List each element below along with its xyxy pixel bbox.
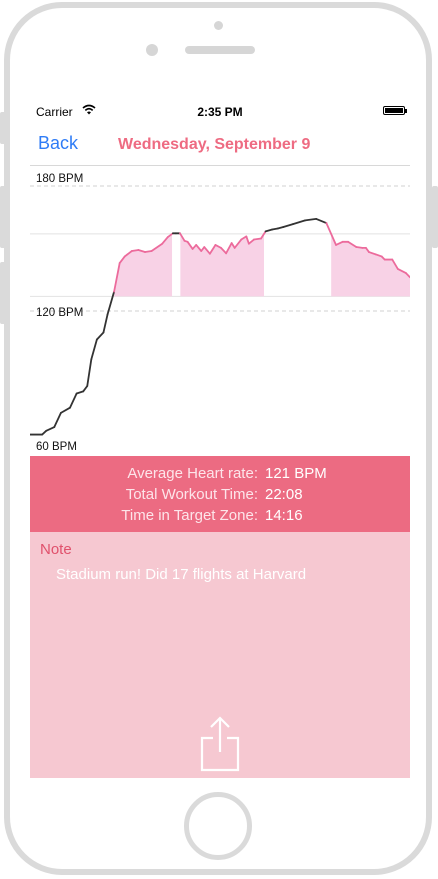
heart-rate-segment	[220, 246, 227, 255]
heart-rate-segment	[75, 390, 85, 395]
earpiece-speaker	[185, 46, 255, 54]
heart-rate-segment	[186, 240, 194, 250]
heart-rate-segment	[240, 235, 248, 241]
note-title: Note	[40, 541, 72, 558]
heart-rate-segment	[150, 242, 164, 252]
heart-rate-segment	[335, 240, 344, 246]
stat-value: 121 BPM	[265, 465, 327, 482]
carrier-label: Carrier	[36, 105, 73, 119]
heart-rate-segment	[82, 385, 89, 393]
heart-rate-chart: 180 BPM 120 BPM 60 BPM	[30, 166, 410, 456]
front-camera	[146, 44, 158, 56]
target-zone-fill	[331, 233, 410, 297]
heart-rate-segment	[260, 230, 267, 240]
page-title: Wednesday, September 9	[118, 136, 311, 153]
heart-rate-segment	[282, 223, 294, 228]
heart-rate-segment	[292, 219, 307, 226]
wifi-icon	[82, 104, 96, 118]
heart-rate-plot	[30, 185, 410, 436]
heart-rate-segment	[137, 249, 146, 253]
heart-rate-segment	[45, 426, 56, 432]
stat-value: 14:16	[265, 507, 303, 524]
heart-rate-segment	[374, 253, 383, 258]
heart-rate-segment	[271, 227, 279, 231]
y-tick-label-180: 180 BPM	[36, 173, 84, 185]
heart-rate-segment	[41, 429, 48, 436]
status-bar: Carrier 2:35 PM	[30, 100, 410, 122]
heart-rate-segment	[368, 251, 377, 256]
heart-rate-segment	[130, 249, 140, 252]
heart-rate-segment	[391, 258, 399, 270]
heart-rate-segment	[166, 232, 174, 238]
y-tick-label-120: 120 BPM	[36, 307, 84, 319]
target-zone-fill	[180, 233, 264, 297]
heart-rate-segment	[396, 268, 407, 274]
heart-rate-segment	[90, 338, 98, 361]
heart-rate-segment	[60, 406, 71, 414]
stat-value: 22:08	[265, 486, 303, 503]
note-section: Note Stadium run! Did 17 flights at Harv…	[30, 532, 410, 778]
heart-rate-segment	[276, 226, 285, 230]
mute-switch	[0, 112, 6, 144]
heart-rate-segment	[208, 244, 217, 255]
heart-rate-segment	[102, 313, 109, 334]
y-tick-label-60: 60 BPM	[36, 441, 77, 453]
stat-label: Total Workout Time:	[125, 486, 258, 503]
heart-rate-segment	[247, 238, 255, 245]
app-screen: Carrier 2:35 PM Back Wednesday, Septembe…	[30, 100, 410, 778]
heart-rate-segment	[113, 262, 121, 293]
heart-rate-segment	[355, 246, 364, 249]
back-button[interactable]: Back	[38, 133, 79, 153]
heart-rate-segment	[304, 218, 318, 222]
heart-rate-segment	[123, 250, 133, 258]
volume-down-button	[0, 262, 6, 324]
heart-rate-segment	[347, 240, 358, 248]
heart-rate-segment	[106, 290, 116, 316]
heart-rate-segment	[69, 392, 78, 409]
heart-rate-segment	[118, 255, 126, 264]
power-button	[432, 186, 438, 248]
stat-label: Average Heart rate:	[127, 465, 258, 482]
battery-icon	[383, 106, 407, 115]
heart-rate-segment	[144, 250, 153, 253]
heart-rate-segment	[245, 235, 250, 245]
home-button[interactable]	[184, 792, 252, 860]
stat-average-heart-rate: Average Heart rate: 121 BPM	[30, 465, 410, 485]
heart-rate-segment	[253, 237, 262, 241]
heart-rate-segment	[86, 358, 93, 387]
note-text[interactable]: Stadium run! Did 17 flights at Harvard	[56, 566, 307, 583]
target-zone-fill	[112, 233, 173, 297]
heart-rate-segment	[405, 272, 410, 279]
heart-rate-segment	[53, 411, 62, 428]
heart-rate-segment	[325, 222, 337, 246]
navigation-bar: Back Wednesday, September 9	[30, 122, 410, 166]
volume-up-button	[0, 186, 6, 248]
heart-rate-segment	[315, 218, 328, 224]
status-time: 2:35 PM	[197, 105, 243, 119]
front-sensor	[214, 21, 223, 30]
workout-stats-panel: Average Heart rate: 121 BPM Total Workou…	[30, 456, 410, 532]
heart-rate-segment	[264, 228, 274, 233]
heart-rate-segment	[225, 242, 233, 255]
heart-rate-segment	[203, 246, 211, 255]
heart-rate-segment	[214, 244, 222, 249]
heart-rate-segment	[95, 331, 105, 341]
share-icon[interactable]	[198, 714, 242, 778]
heart-rate-segment	[179, 232, 186, 242]
heart-rate-segment	[233, 238, 243, 249]
heart-rate-segment	[195, 244, 203, 252]
stat-label: Time in Target Zone:	[121, 507, 258, 524]
heart-rate-segment	[161, 236, 169, 245]
stat-total-workout-time: Total Workout Time: 22:08	[30, 486, 410, 506]
stat-time-in-target-zone: Time in Target Zone: 14:16	[30, 507, 410, 527]
